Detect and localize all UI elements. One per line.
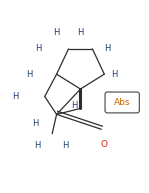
Text: H: H [112,70,118,79]
FancyBboxPatch shape [105,92,139,113]
Text: H: H [104,44,110,53]
Text: H: H [77,28,84,37]
Text: O: O [101,140,108,149]
Text: H: H [34,141,40,150]
Text: H: H [62,141,69,150]
Text: Abs: Abs [114,98,130,107]
Text: H: H [71,101,78,110]
Text: H: H [12,92,18,101]
Text: H: H [53,28,60,37]
Text: H: H [33,119,39,128]
Text: H: H [36,44,42,53]
Text: H: H [27,70,33,79]
